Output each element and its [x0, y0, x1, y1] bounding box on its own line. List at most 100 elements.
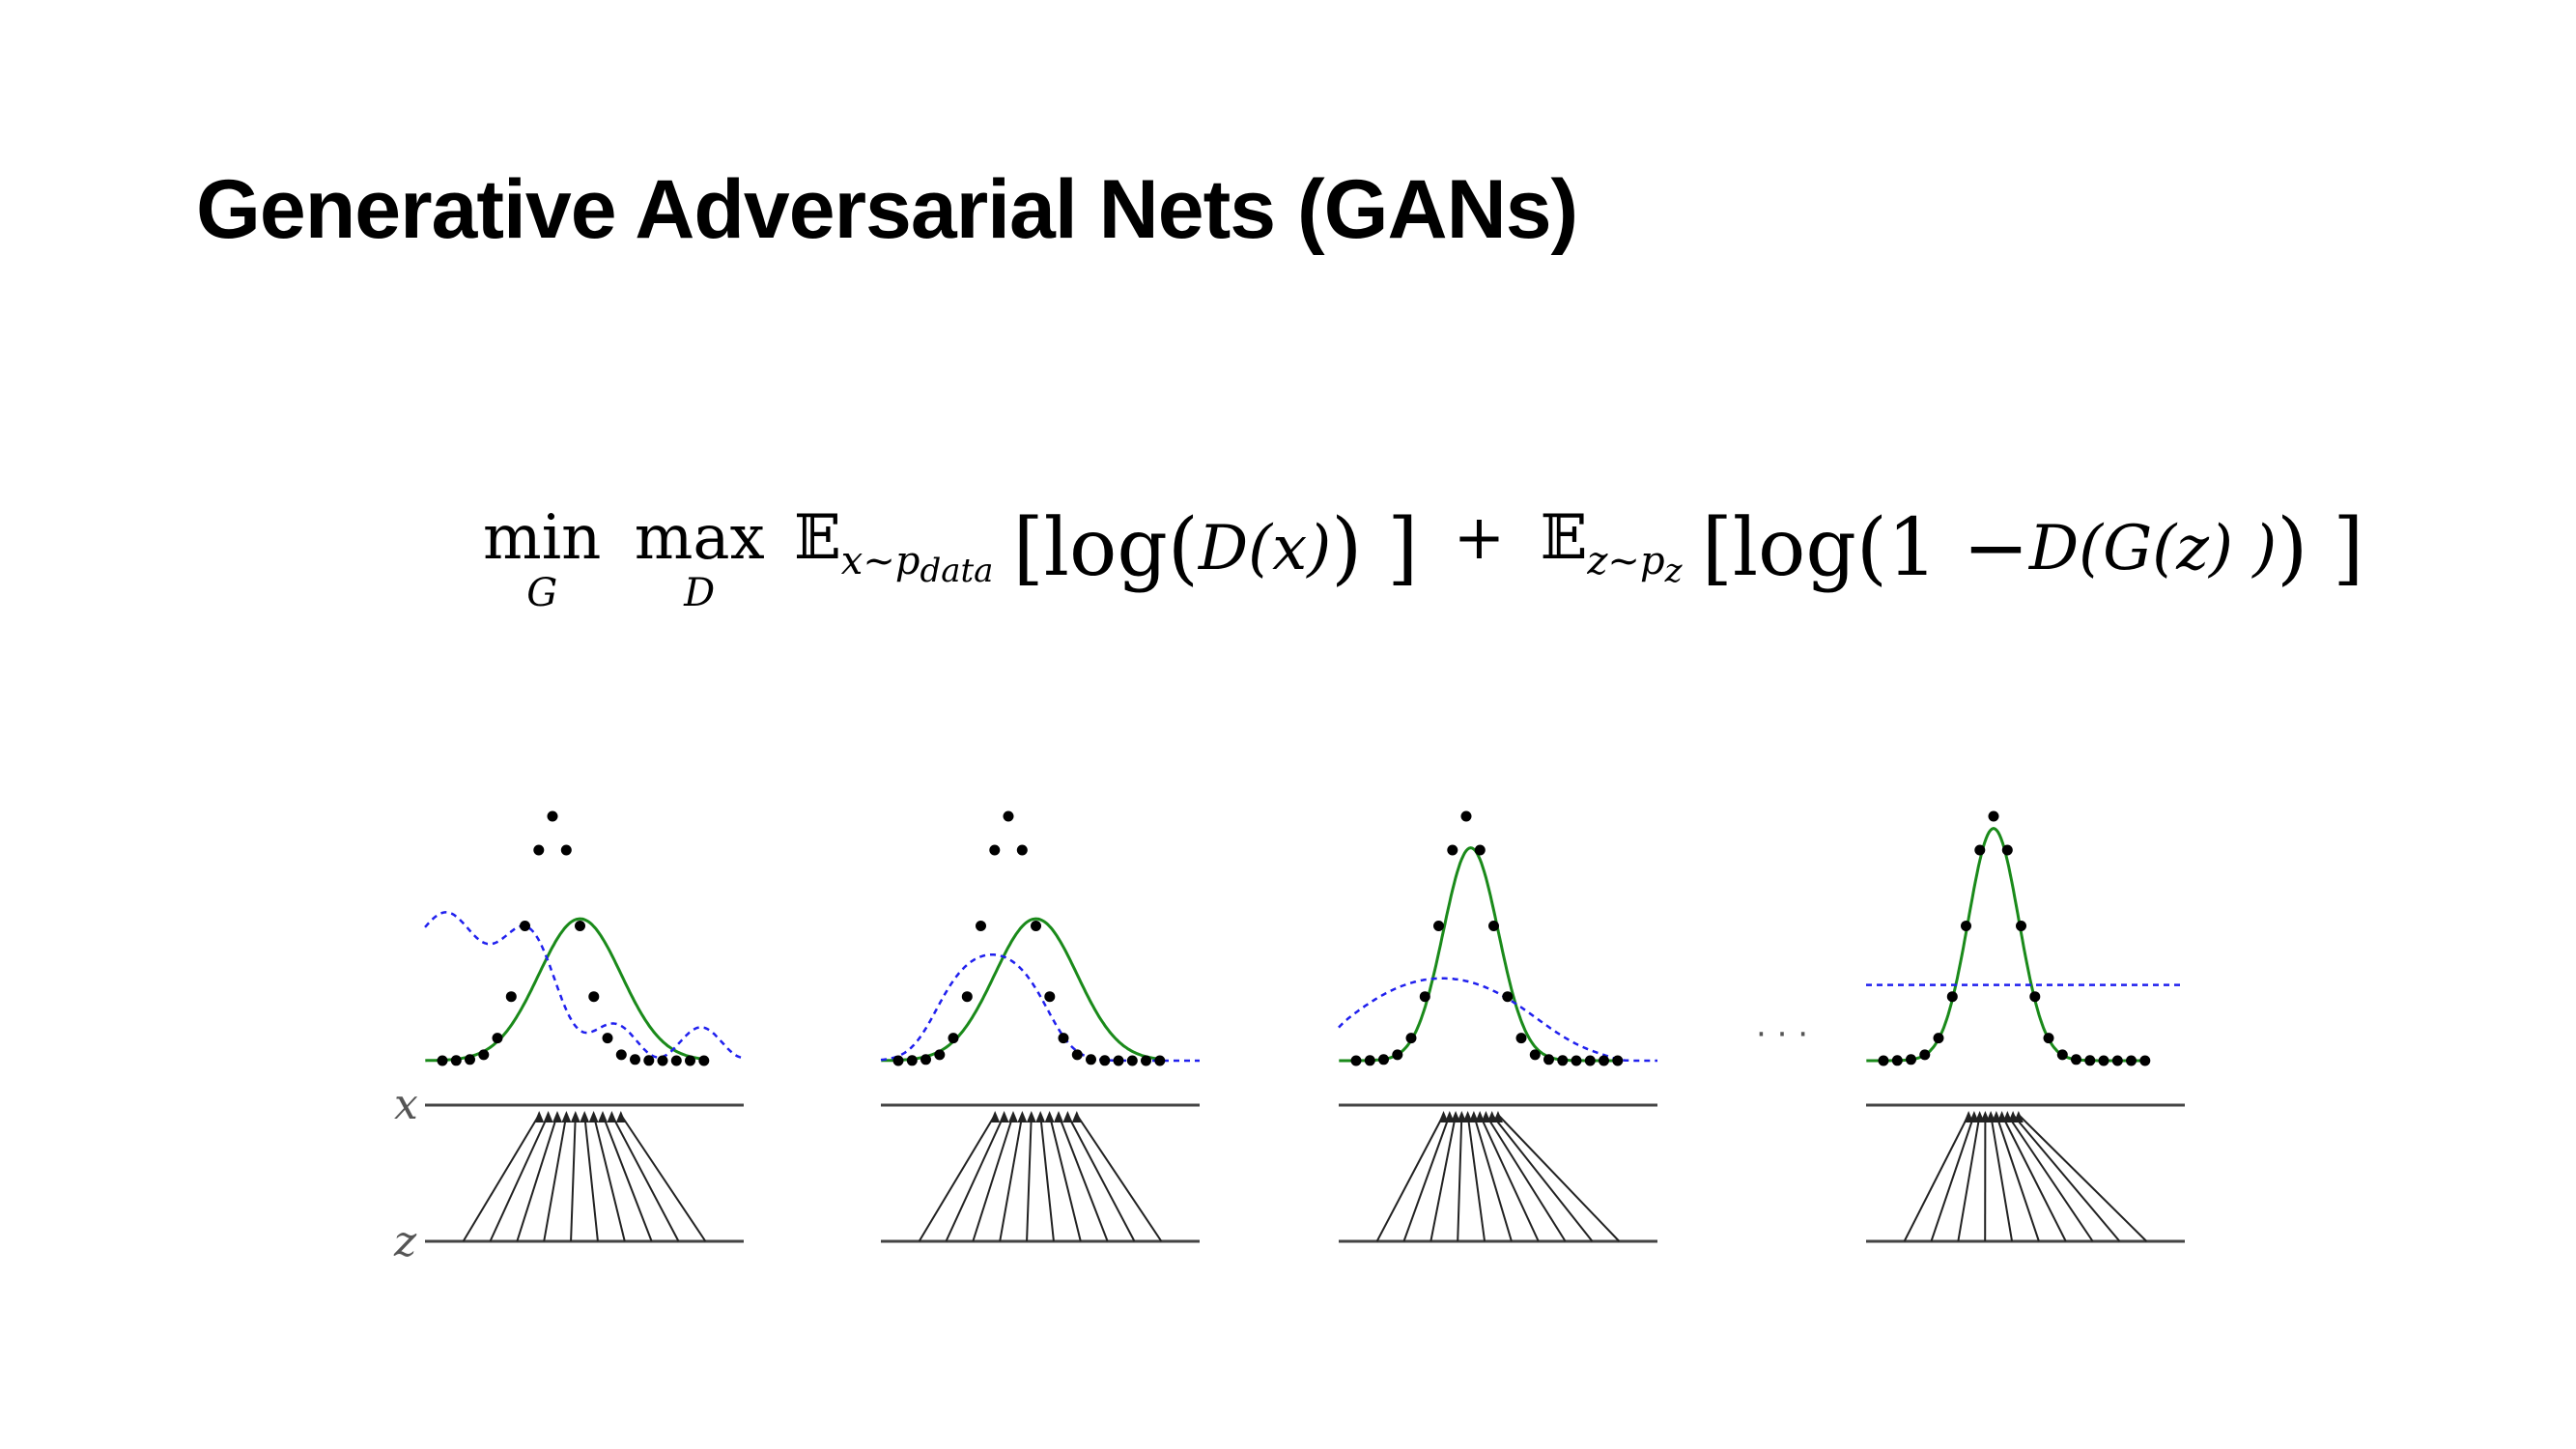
data-distribution-point: [1878, 1055, 1889, 1066]
arrow-head: [1071, 1111, 1082, 1122]
mapping-arrow: [462, 1114, 541, 1242]
mapping-arrow: [1457, 1114, 1463, 1242]
data-distribution-point: [685, 1055, 695, 1066]
data-distribution-point: [465, 1054, 475, 1065]
data-distribution-point: [948, 1033, 959, 1044]
data-distribution-point: [1571, 1055, 1582, 1066]
mapping-arrow: [2012, 1114, 2121, 1242]
arrow-head: [1438, 1111, 1449, 1122]
data-distribution-point: [1447, 844, 1458, 856]
arrow-head: [1457, 1111, 1467, 1122]
data-distribution-point: [630, 1054, 640, 1065]
data-distribution-point: [1099, 1055, 1111, 1066]
data-distribution-point: [588, 991, 600, 1003]
data-distribution-point: [2126, 1055, 2137, 1066]
generator-distribution-curve: [881, 917, 1160, 1063]
mapping-arrow: [1479, 1114, 1540, 1242]
arrow-head: [570, 1111, 580, 1122]
mapping-arrow: [1466, 1114, 1486, 1242]
slide-title: Generative Adversarial Nets (GANs): [196, 163, 1578, 256]
data-distribution-point: [1557, 1055, 1569, 1066]
mapping-arrow: [570, 1114, 577, 1242]
z-axis-label: z: [393, 1217, 417, 1266]
generator-distribution-curve: [425, 917, 704, 1063]
plus-sign: +: [1453, 502, 1506, 574]
mapping-arrow: [619, 1114, 707, 1242]
data-distribution-point: [547, 810, 558, 822]
data-distribution-point: [2043, 1033, 2054, 1044]
arrow-head: [1026, 1111, 1036, 1122]
generator-distribution-curve: [1866, 827, 2145, 1063]
data-distribution-point: [1364, 1055, 1375, 1066]
arrow-head: [1462, 1111, 1473, 1122]
data-distribution-point: [976, 921, 986, 931]
mapping-arrow: [2018, 1114, 2148, 1242]
data-distribution-point: [1946, 991, 1958, 1003]
mapping-arrow: [1995, 1114, 2040, 1242]
data-distribution-point: [1529, 1049, 1541, 1061]
data-distribution-point: [1405, 1033, 1417, 1044]
mapping-arrow: [918, 1114, 997, 1242]
data-distribution-point: [1350, 1055, 1362, 1066]
arrow-head: [990, 1111, 1001, 1122]
arrow-head: [1054, 1111, 1064, 1122]
data-distribution-point: [478, 1049, 490, 1061]
data-distribution-point: [2084, 1055, 2096, 1066]
mapping-arrow: [610, 1114, 680, 1242]
arrow-head: [1444, 1111, 1455, 1122]
mapping-arrow: [1930, 1114, 1975, 1242]
data-distribution-point: [533, 844, 545, 856]
mapping-arrow: [972, 1114, 1014, 1242]
data-distribution-point: [1392, 1049, 1403, 1061]
x-axis-label: x: [394, 1080, 418, 1129]
data-distribution-point: [1488, 921, 1499, 931]
data-distribution-point: [1058, 1033, 1069, 1044]
max-operator: max D: [634, 502, 765, 615]
arrow-head: [1451, 1111, 1461, 1122]
min-operator: min G: [483, 502, 602, 615]
arrow-head: [534, 1111, 545, 1122]
log-d-x-term: [log(D(x)) ]: [1012, 502, 1419, 594]
data-distribution-point: [1433, 921, 1444, 931]
data-distribution-point: [1419, 991, 1430, 1003]
expectation-data: 𝔼x~pdata: [794, 502, 994, 590]
mapping-arrow: [1957, 1114, 1981, 1242]
mapping-arrow: [1490, 1114, 1594, 1242]
data-distribution-point: [2111, 1055, 2123, 1066]
data-distribution-point: [2071, 1054, 2081, 1065]
mapping-arrow: [945, 1114, 1005, 1242]
data-distribution-point: [698, 1055, 710, 1066]
data-distribution-point: [1891, 1055, 1903, 1066]
data-distribution-point: [615, 1049, 627, 1061]
data-distribution-point: [1044, 991, 1056, 1003]
mapping-arrow: [1026, 1114, 1033, 1242]
mapping-arrow: [2000, 1114, 2067, 1242]
arrow-head: [615, 1111, 626, 1122]
panel-discriminator-trained: [880, 810, 1200, 1243]
data-distribution-point: [1086, 1054, 1096, 1065]
data-distribution-point: [1126, 1055, 1138, 1066]
data-distribution-point: [2001, 844, 2013, 856]
arrow-head: [999, 1111, 1009, 1122]
mapping-arrow: [2006, 1114, 2094, 1242]
data-distribution-point: [1919, 1049, 1931, 1061]
arrow-head: [1035, 1111, 1046, 1122]
mapping-arrow: [516, 1114, 558, 1242]
arrow-head: [543, 1111, 553, 1122]
mapping-arrow: [602, 1114, 653, 1242]
data-distribution-point: [575, 921, 585, 931]
data-distribution-point: [1974, 844, 1986, 856]
discriminator-curve: [424, 911, 745, 1060]
data-distribution-point: [989, 844, 1001, 856]
mapping-arrow: [489, 1114, 550, 1242]
data-distribution-point: [1113, 1055, 1124, 1066]
mapping-arrow: [583, 1114, 599, 1242]
mapping-arrow: [1472, 1114, 1513, 1242]
gan-objective-formula: min G max D 𝔼x~pdata [log(D(x)) ] + 𝔼z~p…: [483, 502, 2364, 612]
panel-generator-updated: [1338, 810, 1657, 1243]
data-distribution-point: [437, 1055, 448, 1066]
data-distribution-point: [1460, 810, 1472, 822]
mapping-arrow: [1058, 1114, 1109, 1242]
data-distribution-point: [1071, 1049, 1083, 1061]
